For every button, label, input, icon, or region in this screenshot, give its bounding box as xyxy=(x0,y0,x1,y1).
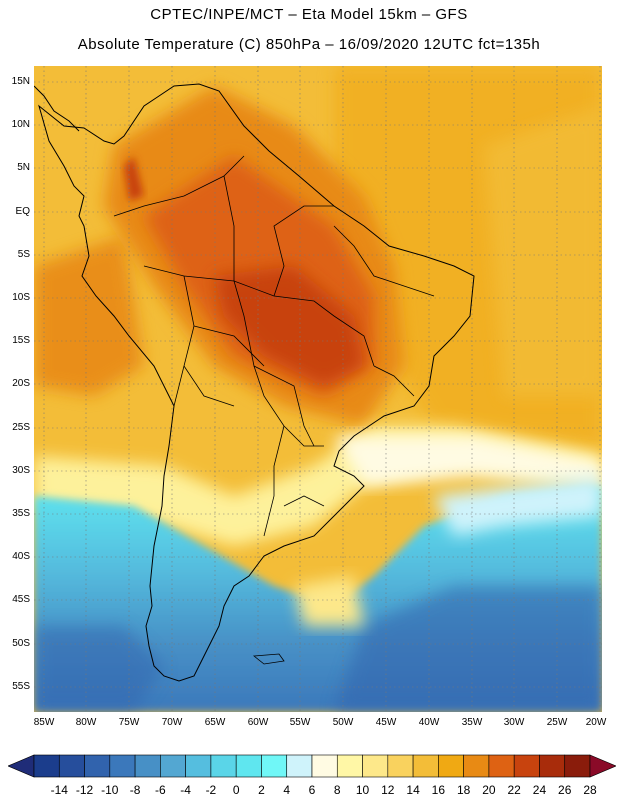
colorbar-swatch xyxy=(564,754,591,778)
pacific-warm xyxy=(34,236,144,396)
colorbar xyxy=(7,754,617,778)
colorbar-tick-label: -2 xyxy=(205,783,217,797)
colorbar-tick-label: -6 xyxy=(155,783,166,797)
colorbar-swatch xyxy=(438,754,464,778)
lat-label-55s: 55S xyxy=(12,681,30,692)
colorbar-swatch xyxy=(412,754,439,778)
title-line-2: Absolute Temperature (C) 850hPa – 16/09/… xyxy=(77,36,541,53)
cold-deep-east xyxy=(334,586,602,712)
lon-label-30w: 30W xyxy=(503,717,525,728)
graticule xyxy=(34,66,602,712)
colorbar-swatch xyxy=(463,754,490,778)
colorbar-swatch xyxy=(134,754,161,778)
lon-label-45w: 45W xyxy=(375,717,397,728)
colorbar-tick-label: 12 xyxy=(381,783,395,797)
lat-label-10s: 10S xyxy=(12,292,30,303)
lon-label-65w: 65W xyxy=(204,717,226,728)
cold-deep-west xyxy=(34,626,164,712)
lat-label-50s: 50S xyxy=(12,638,30,649)
lon-label-80w: 80W xyxy=(75,717,97,728)
lon-label-50w: 50W xyxy=(332,717,354,728)
colorbar-tick-label: 28 xyxy=(583,783,597,797)
colorbar-swatch xyxy=(84,754,111,778)
lon-label-85w: 85W xyxy=(33,717,55,728)
lat-label-40s: 40S xyxy=(12,551,30,562)
colorbar-tick-label: 10 xyxy=(355,783,370,797)
colorbar-tick-label: -14 xyxy=(50,783,68,797)
colorbar-swatch xyxy=(235,754,262,778)
country-borders xyxy=(113,155,435,537)
lon-label-70w: 70W xyxy=(161,717,183,728)
colorbar-tick-label: 0 xyxy=(232,783,240,797)
lat-label-eq: EQ xyxy=(15,206,30,217)
colorbar-tick-label: -10 xyxy=(101,783,119,797)
lon-label-25w: 25W xyxy=(546,717,568,728)
lat-label-10n: 10N xyxy=(11,119,30,130)
central-america-coastline xyxy=(34,85,80,132)
lon-label-55w: 55W xyxy=(289,717,311,728)
lon-label-75w: 75W xyxy=(118,717,140,728)
colorbar-tick-label: -12 xyxy=(75,783,94,797)
colorbar-tick-label: 2 xyxy=(258,783,265,797)
colorbar-swatch xyxy=(160,754,186,778)
temperature-map xyxy=(34,66,602,712)
colorbar-tick-label: 4 xyxy=(283,783,291,797)
colorbar-tick-label: -8 xyxy=(129,783,141,797)
colorbar-swatch xyxy=(109,754,136,778)
colorbar-tick-label: 18 xyxy=(456,783,471,797)
lat-label-15n: 15N xyxy=(11,76,30,87)
colorbar-tick-label: 20 xyxy=(482,783,496,797)
colorbar-swatch xyxy=(311,754,338,778)
colorbar-tick-label: 22 xyxy=(507,783,521,797)
colorbar-swatch xyxy=(261,754,288,778)
south-america-coastline xyxy=(38,83,475,682)
colorbar-swatch xyxy=(513,754,540,778)
colorbar-swatches xyxy=(7,754,617,778)
colorbar-swatch xyxy=(488,754,515,778)
lat-label-45s: 45S xyxy=(12,594,30,605)
colorbar-swatch xyxy=(210,754,237,778)
colorbar-swatch xyxy=(58,754,85,778)
warm-tongue xyxy=(294,576,364,626)
ocean-light-east xyxy=(484,106,602,396)
colorbar-over-arrow xyxy=(589,754,617,778)
pale-band-2 xyxy=(334,436,602,486)
lon-label-40w: 40W xyxy=(418,717,440,728)
colorbar-swatch xyxy=(539,754,566,778)
map-canvas xyxy=(34,66,602,712)
lat-label-20s: 20S xyxy=(12,378,30,389)
colorbar-tick-label: 14 xyxy=(406,783,420,797)
lon-label-60w: 60W xyxy=(247,717,269,728)
lat-label-35s: 35S xyxy=(12,508,30,519)
colorbar-swatch xyxy=(336,754,363,778)
colorbar-swatch xyxy=(286,754,313,778)
colorbar-tick-label: -4 xyxy=(180,783,191,797)
falkland-islands xyxy=(252,653,285,665)
cold-edge xyxy=(434,476,602,536)
lat-label-25s: 25S xyxy=(12,422,30,433)
andes-hot-spot xyxy=(124,156,144,201)
lon-label-20w: 20W xyxy=(585,717,607,728)
continent-hottest xyxy=(214,266,364,386)
colorbar-swatch xyxy=(33,754,60,778)
colorbar-under-arrow xyxy=(7,754,35,778)
lat-label-5s: 5S xyxy=(17,249,30,260)
title-line-1: CPTEC/INPE/MCT – Eta Model 15km – GFS xyxy=(150,6,468,23)
lon-label-35w: 35W xyxy=(461,717,483,728)
lat-label-15s: 15S xyxy=(12,335,30,346)
colorbar-tick-label: 24 xyxy=(532,783,547,797)
colorbar-swatch xyxy=(362,754,389,778)
colorbar-tick-label: 6 xyxy=(308,783,316,797)
lat-label-5n: 5N xyxy=(17,162,30,173)
colorbar-tick-label: 8 xyxy=(333,783,341,797)
colorbar-tick-label: 16 xyxy=(431,783,446,797)
colorbar-swatch xyxy=(185,754,212,778)
colorbar-tick-label: 26 xyxy=(558,783,572,797)
lat-label-30s: 30S xyxy=(12,465,30,476)
colorbar-swatch xyxy=(387,754,414,778)
